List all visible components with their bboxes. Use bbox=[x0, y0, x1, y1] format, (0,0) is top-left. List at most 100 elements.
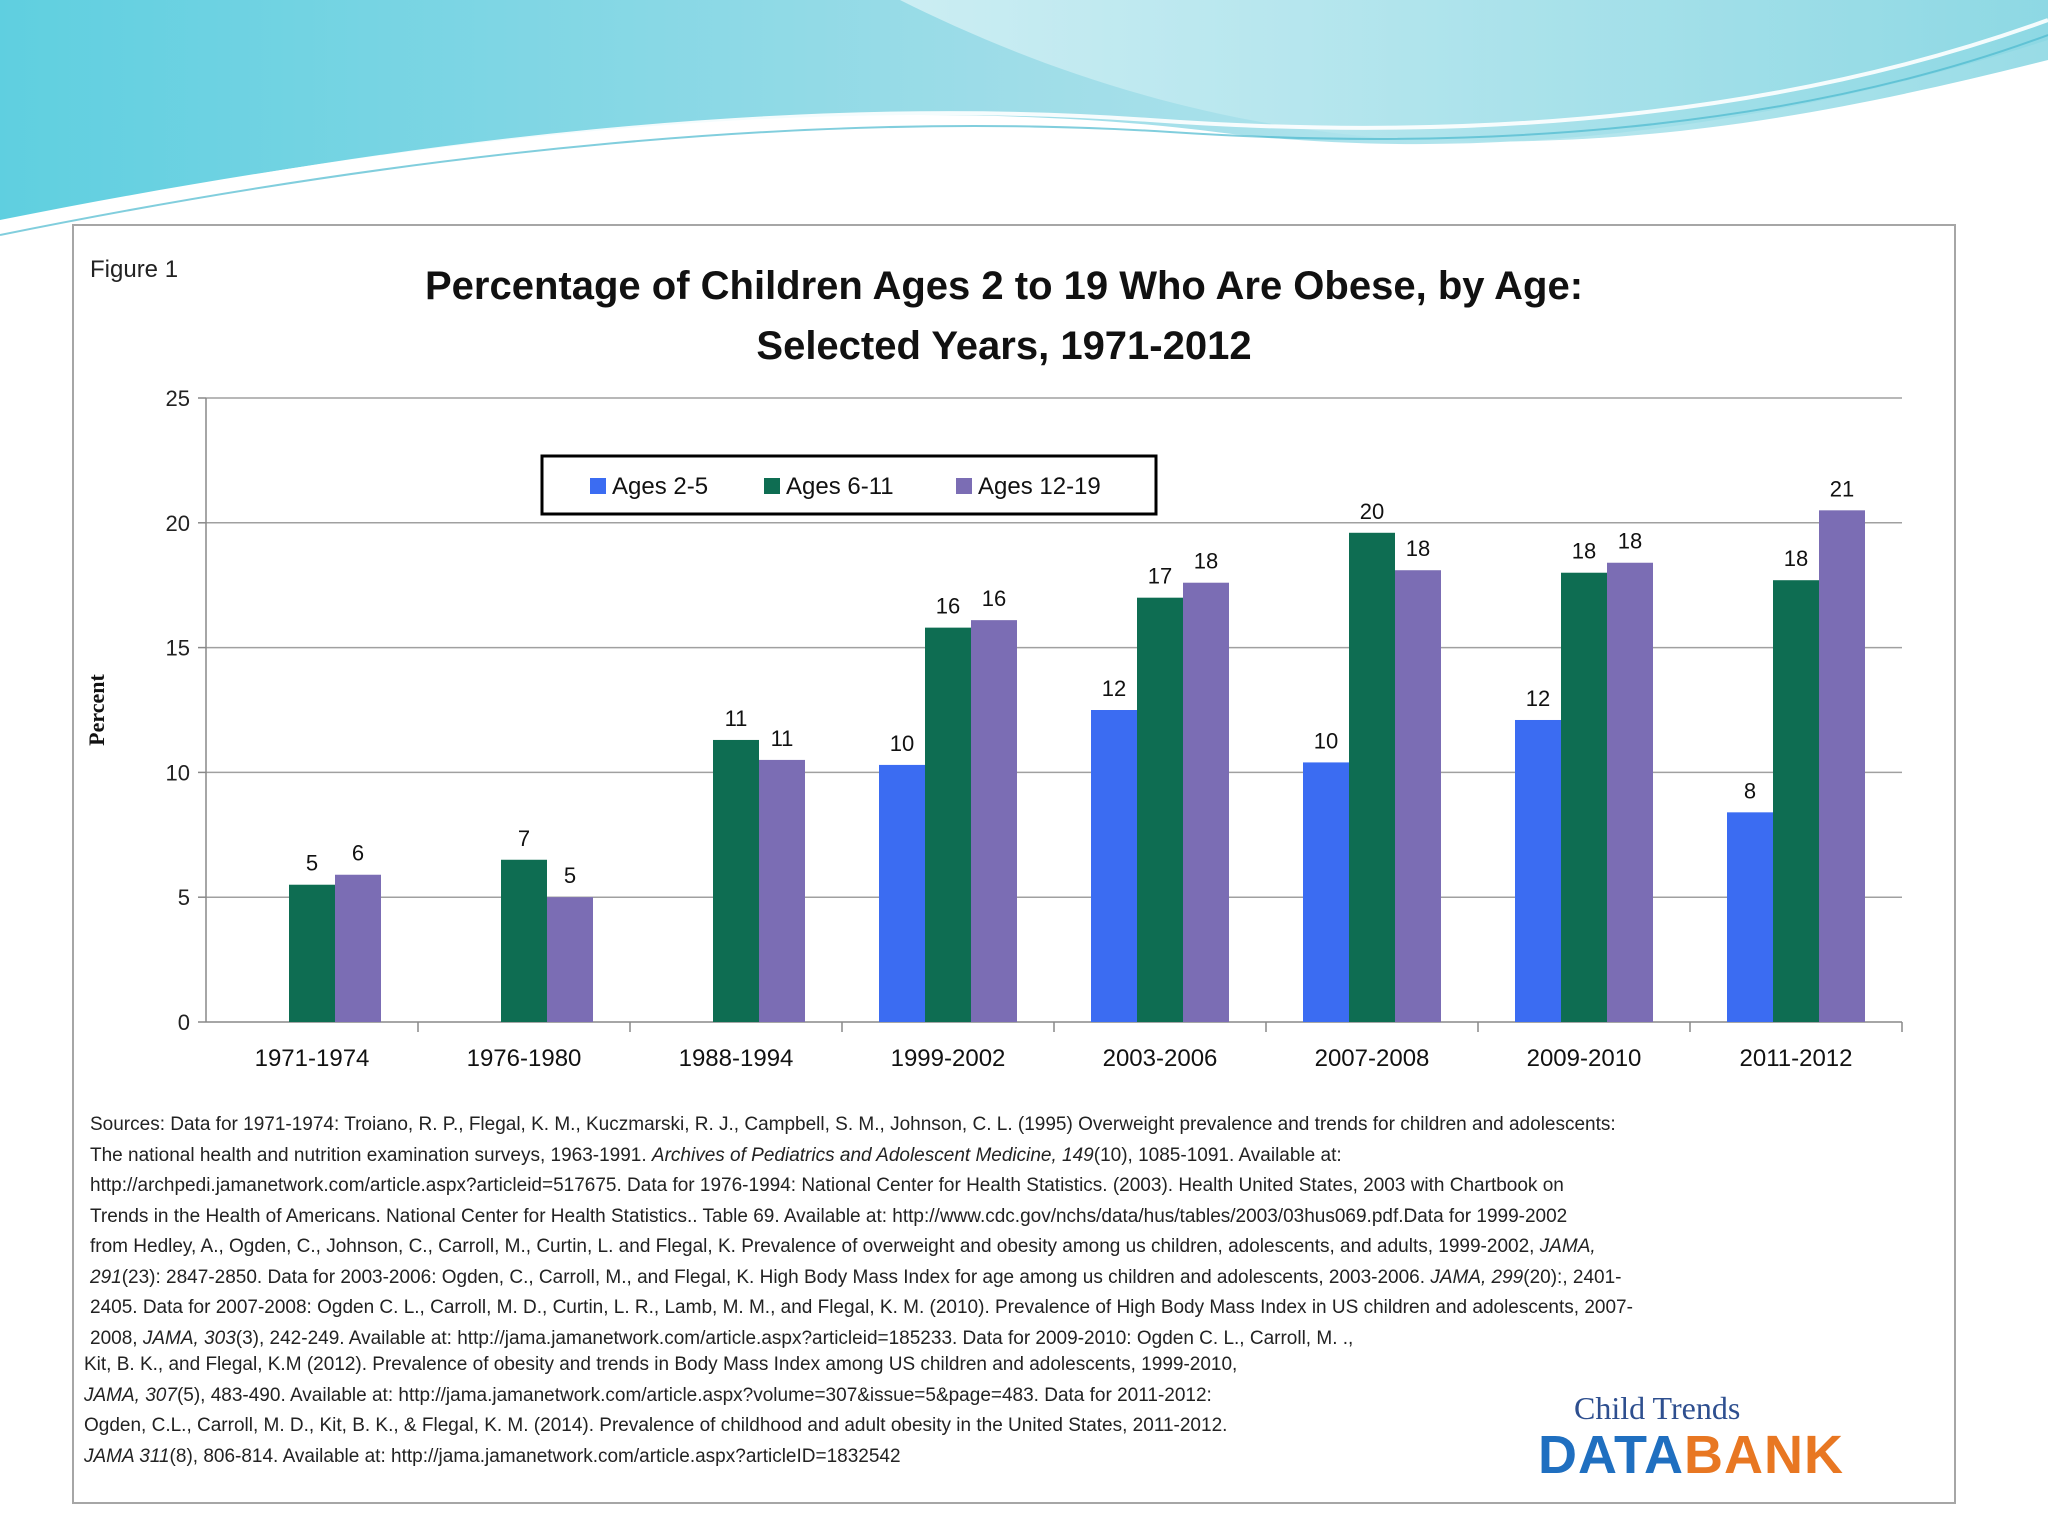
data-label: 11 bbox=[771, 726, 794, 751]
source-line: Kit, B. K., and Flegal, K.M (2012). Prev… bbox=[84, 1350, 1534, 1381]
child-trends-databank-logo: Child Trends DATABANK bbox=[1538, 1390, 1898, 1500]
chart-title: Percentage of Children Ages 2 to 19 Who … bbox=[214, 256, 1794, 376]
data-label: 7 bbox=[518, 826, 530, 851]
bar bbox=[1137, 597, 1183, 1022]
source-text: The national health and nutrition examin… bbox=[90, 1144, 652, 1166]
legend-label: Ages 2-5 bbox=[612, 473, 708, 500]
bar bbox=[713, 739, 759, 1022]
source-text: JAMA, bbox=[1539, 1236, 1596, 1257]
source-text: http://archpedi.jamanetwork.com/article.… bbox=[90, 1175, 1564, 1196]
source-line: 291(23): 2847-2850. Data for 2003-2006: … bbox=[90, 1263, 1940, 1294]
bar bbox=[1727, 812, 1773, 1022]
source-text: (8), 806-814. Available at: http://jama.… bbox=[169, 1445, 901, 1467]
figure-label: Figure 1 bbox=[90, 256, 179, 283]
chart-title-line1: Percentage of Children Ages 2 to 19 Who … bbox=[424, 264, 1584, 308]
source-text: Archives of Pediatrics and Adolescent Me… bbox=[651, 1144, 1094, 1166]
data-label: 21 bbox=[1830, 476, 1854, 501]
bar bbox=[1515, 719, 1561, 1022]
x-tick-label: 1971-1974 bbox=[255, 1045, 370, 1072]
data-label: 12 bbox=[1102, 676, 1126, 701]
sources-text-block-a: Sources: Data for 1971-1974: Troiano, R.… bbox=[90, 1110, 1940, 1354]
logo-child-trends-text: Child Trends bbox=[1574, 1390, 1741, 1426]
y-tick-label: 10 bbox=[166, 760, 190, 785]
y-tick-label: 25 bbox=[166, 386, 190, 411]
data-label: 17 bbox=[1148, 564, 1172, 589]
data-label: 5 bbox=[564, 863, 576, 888]
bar bbox=[1773, 580, 1819, 1022]
legend-box bbox=[540, 454, 1158, 516]
bar bbox=[1091, 710, 1137, 1022]
data-label: 18 bbox=[1572, 539, 1596, 564]
data-label: 18 bbox=[1618, 529, 1642, 554]
data-label: 18 bbox=[1406, 536, 1430, 561]
x-tick-label: 1988-1994 bbox=[679, 1045, 794, 1072]
data-label: 16 bbox=[936, 594, 960, 619]
legend-swatch bbox=[764, 478, 780, 494]
source-text: 2405. Data for 2007-2008: Ogden C. L., C… bbox=[90, 1297, 1633, 1318]
logo-databank-text: DATABANK bbox=[1538, 1424, 1844, 1486]
x-tick-label: 2009-2010 bbox=[1527, 1045, 1642, 1072]
y-tick-label: 15 bbox=[166, 636, 190, 661]
figure-panel: Figure 1 Percentage of Children Ages 2 t… bbox=[72, 224, 1956, 1504]
bar bbox=[1183, 582, 1229, 1022]
bar bbox=[547, 897, 593, 1022]
source-line: 2008, JAMA, 303(3), 242-249. Available a… bbox=[90, 1324, 1940, 1355]
data-label: 18 bbox=[1194, 549, 1218, 574]
source-text: JAMA, 307 bbox=[84, 1384, 177, 1406]
source-line: Trends in the Health of Americans. Natio… bbox=[90, 1202, 1940, 1233]
source-text: (5), 483-490. Available at: http://jama.… bbox=[176, 1384, 1212, 1406]
source-text: JAMA, 299 bbox=[1430, 1266, 1524, 1288]
bar bbox=[501, 859, 547, 1022]
source-text: Trends in the Health of Americans. Natio… bbox=[90, 1205, 1568, 1227]
source-line: Ogden, C.L., Carroll, M. D., Kit, B. K.,… bbox=[84, 1411, 1534, 1442]
bar bbox=[1303, 762, 1349, 1022]
source-line: 2405. Data for 2007-2008: Ogden C. L., C… bbox=[90, 1293, 1940, 1324]
source-text: (23): 2847-2850. Data for 2003-2006: Ogd… bbox=[121, 1266, 1431, 1288]
data-label: 12 bbox=[1526, 686, 1550, 711]
logo-bank-text: BANK bbox=[1683, 1425, 1844, 1485]
source-text: JAMA, 303 bbox=[142, 1327, 236, 1349]
source-line: http://archpedi.jamanetwork.com/article.… bbox=[90, 1171, 1940, 1202]
source-text: JAMA 311 bbox=[84, 1445, 170, 1467]
bar bbox=[1607, 562, 1653, 1022]
source-text: from Hedley, A., Ogden, C., Johnson, C.,… bbox=[90, 1236, 1540, 1257]
bar bbox=[1395, 570, 1441, 1022]
bar-chart: 0 5 10 15 20 25 Percent 1971-1974 5 6 1976-1980 7 5 1… bbox=[84, 386, 1903, 1072]
bar bbox=[759, 759, 805, 1022]
y-tick-label: 5 bbox=[178, 885, 190, 910]
x-tick-label: 2007-2008 bbox=[1315, 1045, 1430, 1072]
data-label: 10 bbox=[890, 731, 914, 756]
source-line: from Hedley, A., Ogden, C., Johnson, C.,… bbox=[90, 1232, 1940, 1263]
bar bbox=[879, 764, 925, 1022]
bar bbox=[1819, 510, 1865, 1022]
bar bbox=[1561, 572, 1607, 1022]
x-tick-label: 2003-2006 bbox=[1103, 1045, 1218, 1072]
data-label: 11 bbox=[725, 706, 748, 731]
x-tick-label: 1999-2002 bbox=[891, 1045, 1006, 1072]
source-text: Sources: Data for 1971-1974: Troiano, R.… bbox=[90, 1114, 1616, 1135]
source-text: (10), 1085-1091. Available at: bbox=[1093, 1144, 1342, 1166]
bar bbox=[971, 620, 1017, 1022]
bar bbox=[289, 884, 335, 1022]
data-label: 6 bbox=[352, 841, 364, 866]
x-tick-label: 2011-2012 bbox=[1740, 1045, 1853, 1072]
source-text: 291 bbox=[90, 1266, 122, 1288]
y-tick-label: 20 bbox=[166, 511, 190, 536]
legend-label: Ages 12-19 bbox=[978, 473, 1101, 500]
source-text: (20):, 2401- bbox=[1523, 1266, 1622, 1288]
source-line: JAMA, 307(5), 483-490. Available at: htt… bbox=[84, 1381, 1534, 1412]
data-label: 16 bbox=[982, 586, 1006, 611]
source-text: Kit, B. K., and Flegal, K.M (2012). Prev… bbox=[84, 1354, 1238, 1375]
x-tick-label: 1976-1980 bbox=[467, 1045, 582, 1072]
source-line: Sources: Data for 1971-1974: Troiano, R.… bbox=[90, 1110, 1940, 1141]
source-text: (3), 242-249. Available at: http://jama.… bbox=[235, 1327, 1354, 1349]
y-tick-label: 0 bbox=[178, 1010, 190, 1035]
data-label: 20 bbox=[1360, 499, 1384, 524]
source-text: 2008, bbox=[90, 1327, 143, 1349]
data-label: 18 bbox=[1784, 546, 1808, 571]
legend-swatch bbox=[590, 478, 606, 494]
data-label: 8 bbox=[1744, 778, 1756, 803]
data-label: 10 bbox=[1314, 728, 1338, 753]
bar bbox=[335, 874, 381, 1022]
